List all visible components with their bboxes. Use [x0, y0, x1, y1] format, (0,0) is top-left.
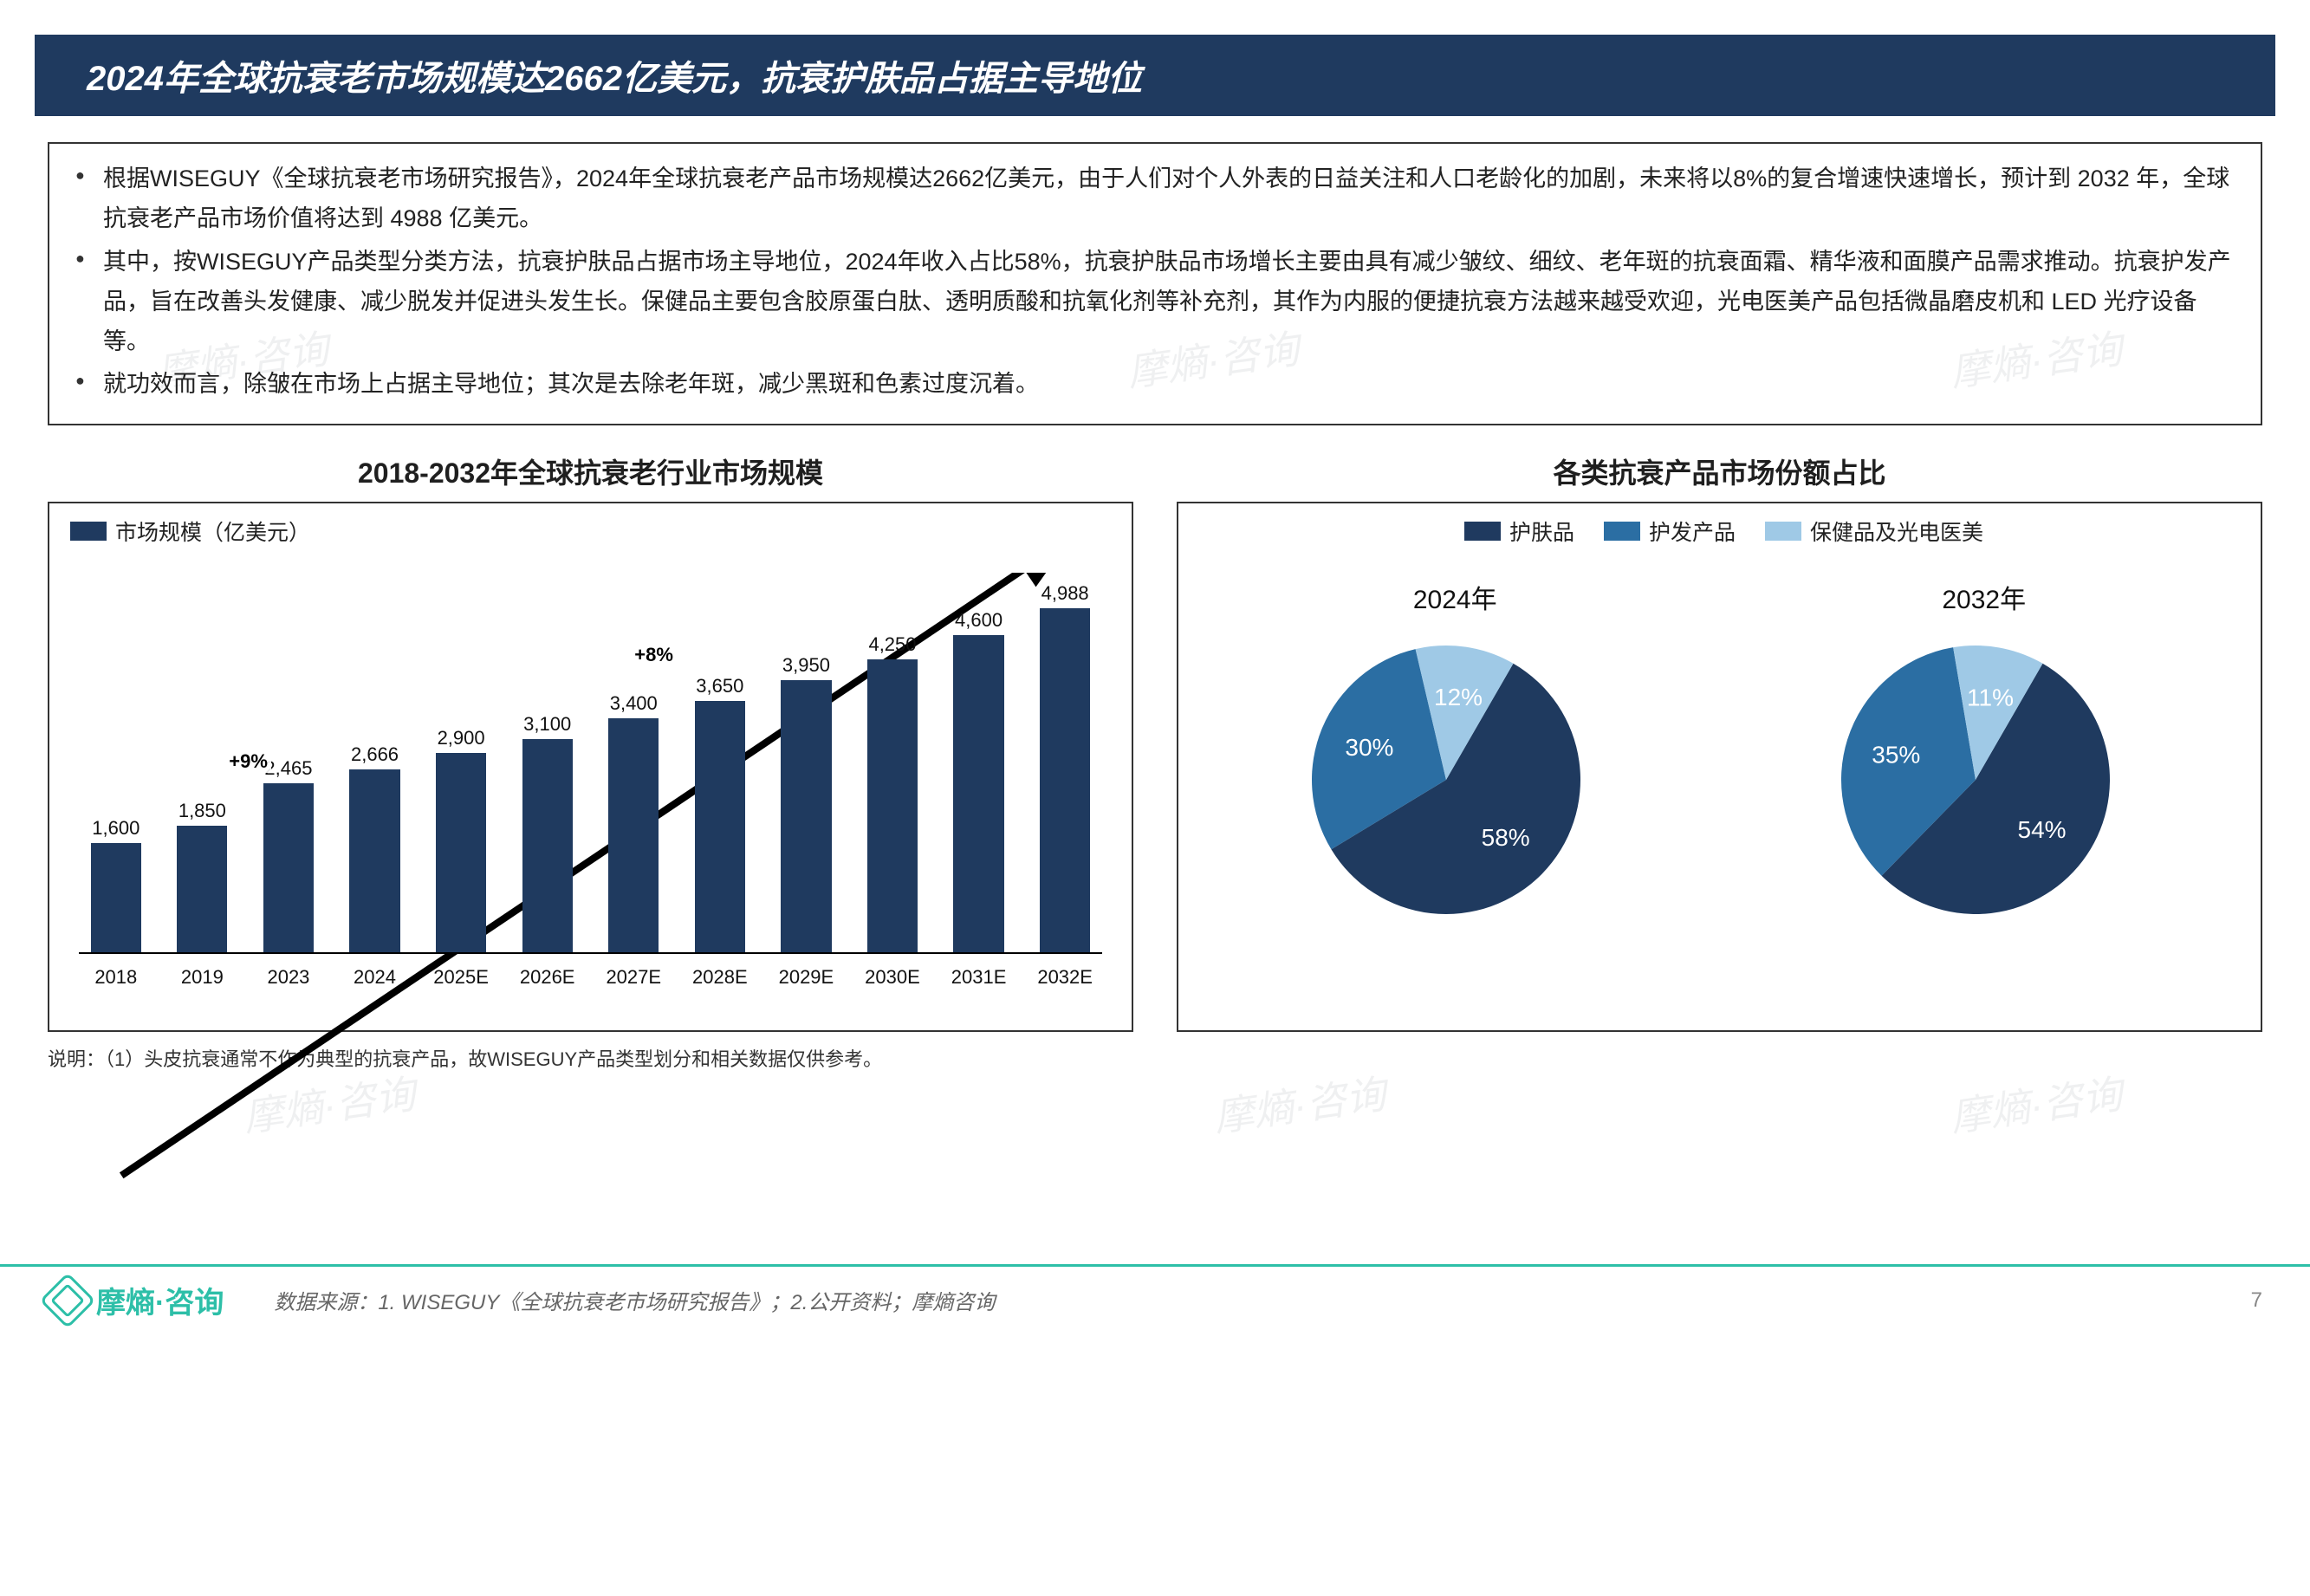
footnote: 说明：（1）头皮抗衰通常不作为典型的抗衰产品，故WISEGUY产品类型划分和相关… — [48, 1044, 2262, 1072]
bullet-item: 其中，按WISEGUY产品类型分类方法，抗衰护肤品占据市场主导地位，2024年收… — [75, 243, 2235, 362]
footer-source: 数据来源：1. WISEGUY《全球抗衰老市场研究报告》；2.公开资料；摩熵咨询 — [274, 1285, 995, 1315]
x-axis-label: 2029E — [769, 966, 844, 989]
bar-rect — [608, 718, 659, 954]
pie-legend: 护肤品 护发产品 保健品及光电医美 — [1191, 516, 2248, 547]
bar-value-label: 3,650 — [696, 675, 743, 697]
pie-legend-label: 保健品及光电医美 — [1810, 516, 1983, 547]
pie-year-label: 2024年 — [1260, 578, 1650, 616]
bar: 2,666 — [338, 573, 412, 954]
bar-rect — [953, 635, 1003, 954]
pie-legend-item: 护肤品 — [1464, 516, 1574, 547]
bar-value-label: 2,900 — [438, 727, 485, 749]
bar-value-label: 3,100 — [523, 713, 571, 736]
x-axis — [79, 952, 1102, 954]
pie-svg: 54% 35% 11% — [1789, 628, 2179, 983]
bar-value-label: 2,465 — [264, 757, 312, 780]
bar-legend-label: 市场规模（亿美元） — [115, 516, 310, 547]
bar-rect — [867, 659, 918, 954]
watermark: 摩熵·咨询 — [239, 1062, 419, 1143]
pie-legend-item: 护发产品 — [1604, 516, 1736, 547]
bar: 3,400 — [596, 573, 671, 954]
bar-rect — [436, 753, 486, 954]
pie: 2024年 58% 30% 12% — [1260, 578, 1650, 983]
bar-rect — [177, 826, 227, 954]
growth-rate-label-1: +9% — [225, 750, 271, 773]
bar: 3,950 — [769, 573, 844, 954]
bar-legend-swatch — [70, 522, 107, 541]
bar-rect — [1040, 608, 1090, 954]
bar: 2,900 — [424, 573, 498, 954]
bar-legend: 市场规模（亿美元） — [62, 516, 1119, 547]
pie-legend-swatch — [1765, 522, 1801, 541]
x-axis-label: 2030E — [855, 966, 930, 989]
watermark: 摩熵·咨询 — [1210, 1062, 1389, 1143]
bar: 3,100 — [510, 573, 585, 954]
bar-chart-title: 2018-2032年全球抗衰老行业市场规模 — [48, 451, 1133, 491]
bar-legend-item: 市场规模（亿美元） — [70, 516, 310, 547]
x-axis-label: 2028E — [683, 966, 757, 989]
x-axis-label: 2026E — [510, 966, 585, 989]
x-axis-label: 2025E — [424, 966, 498, 989]
bar-value-label: 3,400 — [610, 692, 658, 715]
pie-slice-label: 54% — [2017, 816, 2066, 843]
bar-rect — [263, 783, 314, 954]
logo-icon — [39, 1272, 95, 1328]
bullet-item: 根据WISEGUY《全球抗衰老市场研究报告》，2024年全球抗衰老产品市场规模达… — [75, 159, 2235, 239]
pie-slice-label: 35% — [1872, 742, 1920, 769]
bar-chart-box: 市场规模（亿美元） 1,600 1,850 2,465 2,666 2,900 … — [48, 502, 1133, 1032]
bar-value-label: 4,250 — [868, 633, 916, 656]
pie-legend-label: 护肤品 — [1509, 516, 1574, 547]
bullet-box: 根据WISEGUY《全球抗衰老市场研究报告》，2024年全球抗衰老产品市场规模达… — [48, 142, 2262, 425]
x-axis-label: 2018 — [79, 966, 153, 989]
logo: 摩熵·咨询 — [48, 1279, 224, 1321]
x-axis-label: 2027E — [596, 966, 671, 989]
x-axis-label: 2023 — [251, 966, 326, 989]
bar: 4,988 — [1028, 573, 1102, 954]
bar-value-label: 1,600 — [92, 817, 140, 840]
bar-rect — [91, 843, 141, 954]
page-title: 2024年全球抗衰老市场规模达2662亿美元，抗衰护肤品占据主导地位 — [35, 35, 2275, 116]
bar-value-label: 3,950 — [782, 654, 830, 677]
x-axis-label: 2024 — [338, 966, 412, 989]
pie-legend-swatch — [1604, 522, 1640, 541]
pie: 2032年 54% 35% 11% — [1789, 578, 2179, 983]
bar: 4,250 — [855, 573, 930, 954]
pie-chart-column: 各类抗衰产品市场份额占比 护肤品 护发产品 保健品及光电医美 2024年 58% 30… — [1177, 451, 2262, 1032]
bar: 4,600 — [942, 573, 1016, 954]
bar-rect — [695, 701, 745, 954]
pie-year-label: 2032年 — [1789, 578, 2179, 616]
growth-rate-label-2: +8% — [631, 644, 677, 666]
pie-slice-label: 11% — [1967, 684, 2014, 711]
bar-rect — [522, 739, 573, 954]
bullet-item: 就功效而言，除皱在市场上占据主导地位；其次是去除老年斑，减少黑斑和色素过度沉着。 — [75, 365, 2235, 405]
x-axis-label: 2032E — [1028, 966, 1102, 989]
bar-value-label: 4,600 — [955, 609, 1003, 632]
pie-chart-box: 护肤品 护发产品 保健品及光电医美 2024年 58% 30% 12% 2032年 54%… — [1177, 502, 2262, 1032]
pie-svg: 58% 30% 12% — [1260, 628, 1650, 983]
pie-slice-label: 12% — [1434, 684, 1483, 710]
pie-legend-swatch — [1464, 522, 1501, 541]
pie-legend-item: 保健品及光电医美 — [1765, 516, 1983, 547]
bar-rect — [349, 769, 399, 954]
bar-chart-column: 2018-2032年全球抗衰老行业市场规模 市场规模（亿美元） 1,600 1,… — [48, 451, 1133, 1032]
pie-slice-label: 58% — [1482, 825, 1530, 852]
pie-chart-title: 各类抗衰产品市场份额占比 — [1177, 451, 2262, 491]
charts-row: 2018-2032年全球抗衰老行业市场规模 市场规模（亿美元） 1,600 1,… — [48, 451, 2262, 1032]
bar-value-label: 4,988 — [1041, 582, 1089, 605]
bar-plot-area: 1,600 1,850 2,465 2,666 2,900 3,100 3,40… — [62, 555, 1119, 989]
bar-rect — [781, 680, 831, 954]
x-axis-label: 2031E — [942, 966, 1016, 989]
bar-value-label: 1,850 — [178, 800, 226, 822]
page-number: 7 — [2251, 1288, 2262, 1313]
pie-legend-label: 护发产品 — [1649, 516, 1736, 547]
pie-slice-label: 30% — [1346, 734, 1394, 761]
watermark: 摩熵·咨询 — [1946, 1062, 2125, 1143]
bar: 1,600 — [79, 573, 153, 954]
logo-text: 摩熵·咨询 — [96, 1279, 224, 1321]
footer: 摩熵·咨询 数据来源：1. WISEGUY《全球抗衰老市场研究报告》；2.公开资… — [0, 1264, 2310, 1333]
bar: 3,650 — [683, 573, 757, 954]
x-axis-label: 2019 — [165, 966, 240, 989]
bar-value-label: 2,666 — [351, 743, 399, 766]
